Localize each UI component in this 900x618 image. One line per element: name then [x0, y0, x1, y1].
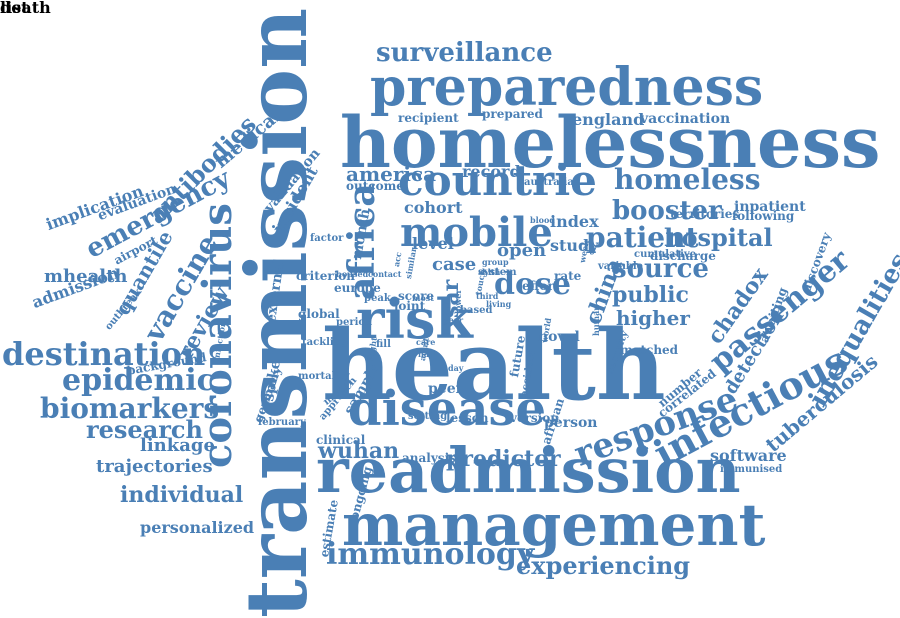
- word-tackling: tackling: [302, 337, 348, 348]
- word-rate: rate: [554, 269, 582, 283]
- word-criterion: criterion: [296, 269, 355, 283]
- word-death: death: [0, 0, 51, 17]
- word-australia: australia: [524, 177, 574, 188]
- word-trajectories: trajectories: [96, 456, 213, 477]
- word-care: care: [416, 337, 436, 347]
- word-system: system: [478, 267, 517, 278]
- word-homelessness: homelessness: [340, 101, 881, 184]
- word-half: half: [418, 349, 436, 359]
- word-booster: booster: [612, 196, 722, 226]
- word-discharge: discharge: [650, 249, 716, 263]
- word-software: software: [710, 446, 787, 465]
- word-territories: territories: [670, 207, 740, 221]
- word-setting: setting: [408, 411, 448, 422]
- word-personalized: personalized: [140, 518, 255, 537]
- word-list: list: [0, 0, 29, 17]
- word-destination: destination: [2, 335, 206, 373]
- word-source: source: [612, 254, 709, 284]
- word-disease: disease: [348, 381, 547, 437]
- word-level: level: [412, 234, 454, 253]
- word-readmission: readmission: [316, 434, 741, 507]
- word-version: version: [510, 411, 559, 425]
- word-hospital: hospital: [664, 223, 773, 252]
- word-mortality: mortality: [298, 371, 350, 382]
- word-clinical: clinical: [316, 433, 366, 447]
- word-surveillance: surveillance: [376, 38, 553, 68]
- word-person: person: [544, 415, 598, 431]
- word-variable: variable: [598, 261, 643, 272]
- word-mobile: mobile: [400, 209, 553, 256]
- word-higher: higher: [616, 306, 690, 330]
- word-risk: risk: [356, 287, 473, 351]
- word-index: index: [550, 212, 599, 231]
- word-joint: joint: [394, 299, 426, 313]
- word-america: america: [346, 162, 437, 186]
- word-predictor: predictor: [446, 446, 561, 472]
- word-lesson: lesson: [446, 411, 489, 425]
- word-third: third: [476, 291, 499, 301]
- word-epidemic: epidemic: [62, 363, 215, 398]
- word-dose: dose: [494, 267, 571, 302]
- word-prepared: prepared: [482, 107, 543, 121]
- word-england: england: [572, 110, 645, 129]
- word-immunology: immunology: [326, 537, 535, 572]
- word-housed: housed: [336, 269, 369, 279]
- word-group: group: [482, 257, 509, 267]
- word-public: public: [612, 282, 689, 308]
- word-mhealth: mhealth: [44, 266, 128, 287]
- word-following: following: [732, 209, 795, 223]
- word-biomarkers: biomarkers: [40, 392, 220, 425]
- word-open: open: [497, 240, 547, 261]
- word-immunised: immunised: [720, 464, 783, 475]
- word-factor: factor: [310, 233, 344, 244]
- word-analysis: analysis: [402, 451, 456, 465]
- word-novel: novel: [538, 329, 580, 345]
- word-effort: effort: [522, 279, 560, 293]
- word-countrie: countrie: [398, 156, 597, 205]
- word-wuhan: wuhan: [318, 438, 400, 464]
- word-living: living: [486, 299, 512, 309]
- word-human: human: [591, 304, 601, 336]
- word-patient: patient: [586, 221, 699, 254]
- word-peer: peer: [428, 381, 463, 397]
- word-research: research: [86, 415, 203, 444]
- word-most: most: [412, 293, 434, 303]
- word-global: global: [298, 307, 340, 321]
- word-linkage: linkage: [140, 435, 215, 456]
- word-homeless: homeless: [614, 163, 761, 196]
- word-blood: blood: [530, 215, 555, 225]
- word-study: study: [550, 236, 599, 255]
- word-cohort: cohort: [404, 198, 463, 217]
- word-fill: fill: [376, 339, 391, 350]
- word-individual: individual: [120, 482, 244, 508]
- word-day: day: [448, 363, 464, 373]
- word-vaccination: vaccination: [640, 111, 731, 127]
- word-year: year: [444, 315, 464, 325]
- word-acc: acc: [391, 251, 404, 268]
- word-experiencing: experiencing: [516, 551, 691, 580]
- word-outcome: outcome: [346, 179, 404, 193]
- word-europe: europe: [334, 281, 381, 295]
- word-week: week: [577, 239, 591, 264]
- word-record: record: [462, 162, 521, 181]
- word-hlth: hlth: [482, 267, 501, 277]
- word-february: february: [258, 417, 306, 428]
- word-inpatient: inpatient: [734, 199, 806, 215]
- word-recipient: recipient: [398, 111, 459, 125]
- word-peak: peak: [364, 293, 391, 304]
- word-based: based: [460, 305, 493, 316]
- word-score: score: [398, 289, 435, 303]
- word-period: period: [336, 317, 373, 328]
- word-case: case: [432, 254, 477, 275]
- word-health: health: [322, 309, 666, 422]
- word-contact: contact: [368, 269, 402, 279]
- word-preparedness: preparedness: [370, 57, 764, 118]
- word-cumulative: cumulative: [634, 249, 697, 260]
- word-management: management: [342, 491, 766, 559]
- word-matched: matched: [620, 343, 679, 357]
